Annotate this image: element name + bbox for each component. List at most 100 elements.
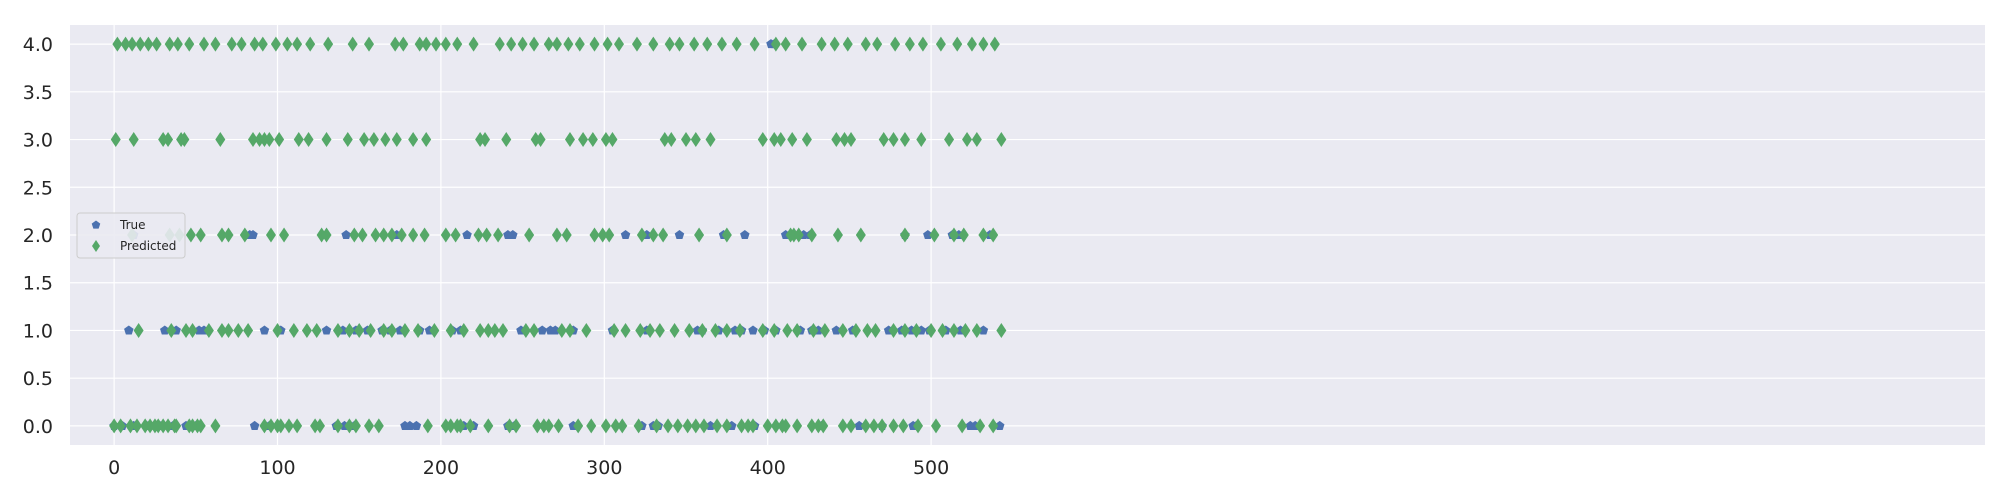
predicted-point [511, 418, 522, 434]
predicted-point [243, 322, 254, 338]
predicted-point [587, 132, 598, 148]
predicted-point [712, 418, 723, 434]
predicted-point [872, 36, 883, 52]
predicted-point [386, 227, 397, 243]
predicted-point [952, 36, 963, 52]
true-point [705, 420, 716, 430]
predicted-point [517, 36, 528, 52]
predicted-point [171, 418, 182, 434]
x-tick-label: 0 [108, 457, 120, 479]
predicted-point [870, 322, 881, 338]
true-point [740, 230, 750, 240]
predicted-point [210, 36, 221, 52]
predicted-point [957, 418, 968, 434]
predicted-point [264, 132, 275, 148]
true-point [508, 230, 518, 240]
predicted-point [497, 322, 508, 338]
predicted-point [597, 227, 608, 243]
predicted-point [988, 418, 999, 434]
true-point [462, 230, 472, 240]
predicted-point [617, 418, 628, 434]
predicted-point [293, 132, 304, 148]
legend-label-true: True [119, 218, 146, 232]
predicted-point [850, 322, 861, 338]
predicted-point [249, 36, 260, 52]
predicted-point [143, 36, 154, 52]
true-point [160, 325, 170, 335]
true-point [748, 325, 758, 335]
predicted-point [975, 418, 986, 434]
predicted-point [573, 418, 584, 434]
predicted-point [422, 418, 433, 434]
predicted-point [303, 132, 314, 148]
predicted-point [321, 227, 332, 243]
predicted-point [770, 418, 781, 434]
predicted-point [481, 227, 492, 243]
y-tick-label: 2.5 [23, 177, 53, 199]
predicted-point [996, 322, 1007, 338]
predicted-point [257, 36, 268, 52]
series-predicted [109, 36, 1007, 434]
predicted-point [421, 132, 432, 148]
legend-label-predicted: Predicted [120, 239, 176, 253]
predicted-point [846, 418, 857, 434]
predicted-point [697, 322, 708, 338]
predicted-point [475, 322, 486, 338]
predicted-point [350, 418, 361, 434]
predicted-point [929, 227, 940, 243]
predicted-point [734, 322, 745, 338]
predicted-point [483, 418, 494, 434]
predicted-point [948, 322, 959, 338]
true-point [248, 230, 258, 240]
predicted-point [564, 322, 575, 338]
true-point [321, 325, 332, 335]
predicted-point [721, 418, 732, 434]
predicted-point [288, 322, 299, 338]
predicted-point [787, 132, 798, 148]
predicted-point [223, 322, 234, 338]
predicted-point [757, 322, 768, 338]
predicted-point [553, 418, 564, 434]
predicted-point [179, 132, 190, 148]
data-points [109, 36, 1007, 434]
predicted-point [913, 418, 924, 434]
predicted-point [110, 132, 121, 148]
predicted-point [792, 322, 803, 338]
predicted-point [364, 418, 375, 434]
predicted-point [314, 418, 325, 434]
predicted-point [651, 418, 662, 434]
predicted-point [689, 36, 700, 52]
predicted-point [398, 36, 409, 52]
predicted-point [721, 322, 732, 338]
true-point [124, 325, 134, 335]
predicted-point [551, 36, 562, 52]
predicted-point [133, 322, 144, 338]
predicted-point [556, 322, 567, 338]
predicted-point [911, 322, 922, 338]
predicted-point [166, 322, 177, 338]
predicted-point [203, 322, 214, 338]
predicted-point [684, 322, 695, 338]
predicted-point [620, 322, 631, 338]
predicted-point [609, 322, 620, 338]
predicted-point [839, 132, 850, 148]
predicted-point [648, 36, 659, 52]
predicted-point [532, 418, 543, 434]
predicted-point [493, 227, 504, 243]
predicted-point [483, 322, 494, 338]
predicted-point [694, 227, 705, 243]
predicted-point [589, 36, 600, 52]
predicted-point [710, 322, 721, 338]
predicted-point [958, 227, 969, 243]
legend-marker-predicted [92, 240, 100, 252]
predicted-point [674, 36, 685, 52]
predicted-point [855, 227, 866, 243]
legend-items: True Predicted [91, 218, 176, 253]
predicted-point [770, 36, 781, 52]
predicted-point [279, 227, 290, 243]
predicted-point [342, 132, 353, 148]
true-point [411, 420, 422, 430]
predicted-point [877, 418, 888, 434]
predicted-point [978, 36, 989, 52]
